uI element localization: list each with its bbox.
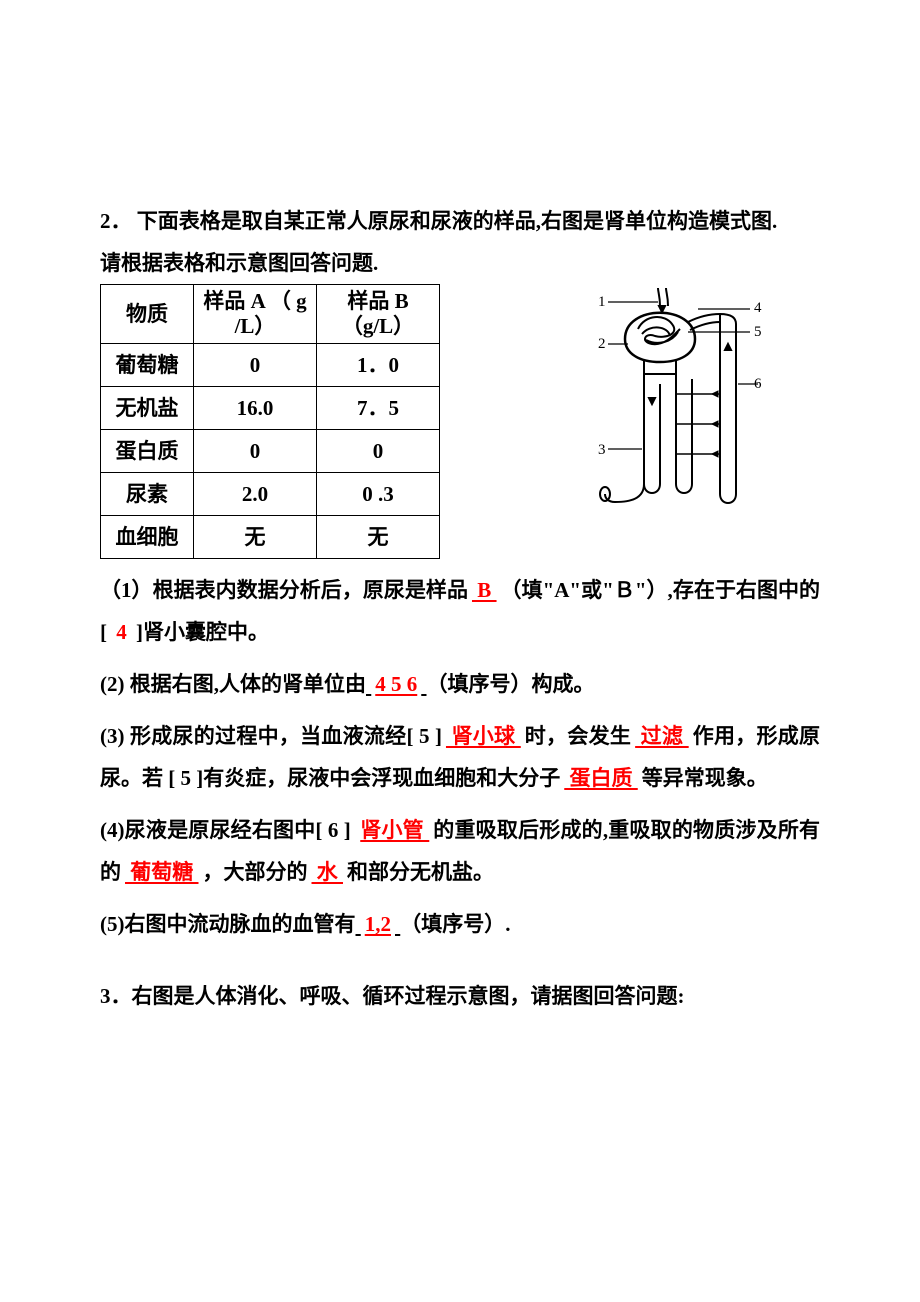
q2-intro-2: 请根据表格和示意图回答问题. [100,242,820,284]
q2-p3-d: 等异常现象。 [642,766,768,790]
diagram-label-6: 6 [754,376,762,392]
table-header-row: 物质 样品 A （ g /L） 样品 B（g/L） [101,285,440,344]
diagram-label-3: 3 [598,442,606,458]
table-row: 蛋白质 0 0 [101,430,440,473]
answer-shui: 水 [308,860,348,884]
table-row: 无机盐 16.0 7．5 [101,387,440,430]
cell: 无机盐 [101,387,194,430]
answer-putaotang: 葡萄糖 [121,860,203,884]
diagram-label-5: 5 [754,324,762,340]
sample-table: 物质 样品 A （ g /L） 样品 B（g/L） 葡萄糖 0 1．0 无机盐 … [100,284,440,559]
cell: 1．0 [317,344,440,387]
diagram-label-4: 4 [754,300,762,316]
answer-shenxiaoguan: 肾小管 [356,818,433,842]
cell: 尿素 [101,473,194,516]
cell: 0 [194,430,317,473]
answer-danbaizhi: 蛋白质 [560,766,642,790]
answer-456: 4 5 6 [371,672,421,696]
cell: 7．5 [317,387,440,430]
answer-4: 4 [107,620,136,644]
q3-number: 3． [100,984,132,1008]
cell: 2.0 [194,473,317,516]
q2-p1-a: （1）根据表内数据分析后，原尿是样品 [100,578,468,602]
q2-p5-b: （填序号）. [400,912,510,936]
blank [356,912,361,936]
cell: 0 [194,344,317,387]
cell: 0 [317,430,440,473]
table-row: 血细胞 无 无 [101,516,440,559]
answer-shenxiaoqiu: 肾小球 [442,724,525,748]
diagram-label-1: 1 [598,294,606,310]
table-row: 葡萄糖 0 1．0 [101,344,440,387]
q2-p4-c: ，大部分的 [203,860,308,884]
cell: 血细胞 [101,516,194,559]
q2-number: 2． [100,209,132,233]
q2-p3-a: (3) 形成尿的过程中，当血液流经[ 5 ] [100,724,442,748]
q2-p2-a: (2) 根据右图,人体的肾单位由 [100,672,366,696]
cell: 无 [194,516,317,559]
col-sample-b: 样品 B（g/L） [317,285,440,344]
nephron-diagram: 1 2 3 4 5 6 [580,284,765,514]
cell: 16.0 [194,387,317,430]
q2-p3-b: 时，会发生 [525,724,631,748]
cell: 无 [317,516,440,559]
cell: 蛋白质 [101,430,194,473]
q2-p5-a: (5)右图中流动脉血的血管有 [100,912,356,936]
answer-guolv: 过滤 [631,724,693,748]
col-substance: 物质 [101,285,194,344]
q2-p4-a: (4)尿液是原尿经右图中[ 6 ] [100,818,356,842]
q2-p2-b: （填序号）构成。 [427,672,595,696]
table-row: 尿素 2.0 0 .3 [101,473,440,516]
q3-text: 右图是人体消化、呼吸、循环过程示意图，请据图回答问题: [132,984,685,1008]
cell: 葡萄糖 [101,344,194,387]
q2-intro-1: 下面表格是取自某正常人原尿和尿液的样品,右图是肾单位构造模式图. [137,209,778,233]
answer-b: B [468,578,501,602]
table-diagram-wrapper: 物质 样品 A （ g /L） 样品 B（g/L） 葡萄糖 0 1．0 无机盐 … [100,284,820,559]
answer-12: 1,2 [361,912,395,936]
col-sample-a: 样品 A （ g /L） [194,285,317,344]
q2-p4-d: 和部分无机盐。 [347,860,494,884]
diagram-label-2: 2 [598,336,606,352]
cell: 0 .3 [317,473,440,516]
nephron-svg: 1 2 3 4 5 6 [580,284,765,514]
q2-p1-c: ]肾小囊腔中。 [136,620,269,644]
